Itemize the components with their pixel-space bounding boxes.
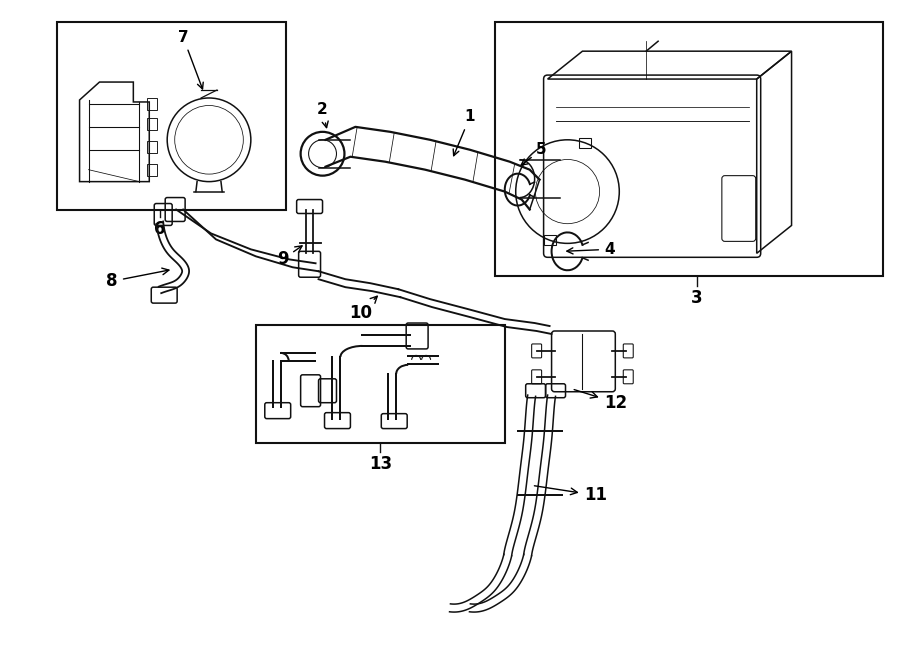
- Bar: [256, 325, 505, 442]
- Bar: [148, 118, 157, 130]
- Bar: [495, 22, 883, 276]
- Text: 13: 13: [369, 455, 392, 473]
- Text: 5: 5: [521, 142, 547, 165]
- Text: 1: 1: [454, 110, 475, 156]
- Text: 12: 12: [574, 389, 627, 412]
- Bar: [544, 235, 556, 245]
- Text: 4: 4: [567, 242, 615, 257]
- Bar: [148, 141, 157, 153]
- Bar: [148, 164, 157, 176]
- Text: 10: 10: [349, 296, 377, 322]
- Bar: [57, 22, 285, 210]
- Text: 2: 2: [317, 102, 328, 128]
- Bar: [580, 138, 591, 148]
- Text: 8: 8: [106, 268, 169, 290]
- Text: 11: 11: [535, 486, 608, 504]
- Text: 7: 7: [178, 30, 203, 89]
- Text: 6: 6: [154, 220, 166, 239]
- Text: 3: 3: [691, 289, 703, 307]
- Bar: [148, 98, 157, 110]
- Text: 9: 9: [277, 246, 302, 268]
